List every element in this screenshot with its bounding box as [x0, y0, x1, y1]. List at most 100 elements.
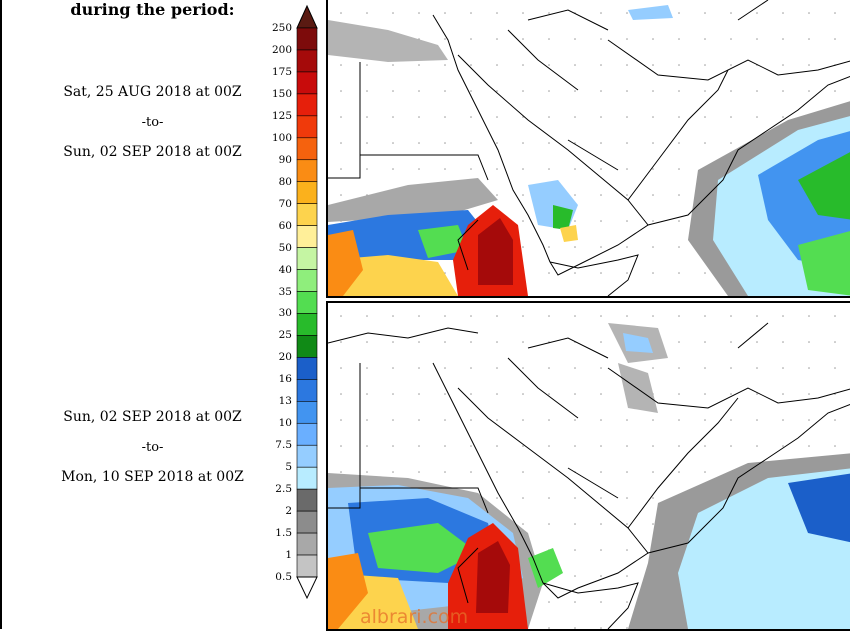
legend-colorbar [296, 4, 318, 600]
legend-swatch [296, 71, 318, 95]
rain-area-dark-red [476, 541, 510, 613]
legend-swatch [296, 181, 318, 204]
country-border [507, 29, 579, 91]
legend-tick-label: 0.5 [275, 571, 292, 583]
rain-area-orange [328, 230, 363, 296]
precipitation-color-legend: 250 200 175 150 125 100 90 80 70 60 50 40 35 30 25 20 16… [272, 0, 330, 629]
legend-swatch [296, 159, 318, 183]
legend-tick-label: 80 [278, 175, 292, 188]
legend-tick-label: 100 [271, 131, 292, 144]
legend-tick-label: 2 [285, 505, 292, 518]
left-border [0, 0, 2, 629]
legend-swatch [296, 49, 318, 73]
country-border [527, 9, 609, 31]
legend-min-arrow [296, 576, 318, 600]
legend-swatch [296, 401, 318, 424]
legend-swatch [296, 335, 318, 358]
rain-area-blue [788, 473, 850, 543]
legend-swatch [296, 554, 318, 578]
country-border [527, 337, 609, 359]
rain-area-green [798, 231, 850, 296]
rain-area-light-blue [623, 333, 653, 353]
legend-max-arrow [296, 4, 318, 29]
legend-swatch [296, 93, 318, 117]
legend-swatch [296, 313, 318, 336]
legend-swatch [296, 115, 318, 139]
legend-tick-label: 20 [278, 351, 292, 364]
legend-tick-label: 1.5 [275, 527, 292, 540]
country-border [360, 154, 489, 181]
legend-swatch [296, 379, 318, 402]
legend-swatch [296, 466, 318, 490]
legend-tick-label: 35 [278, 285, 292, 298]
country-border [457, 219, 479, 271]
legend-tick-label: 1 [285, 549, 292, 562]
legend-tick-label: 2.5 [275, 483, 292, 496]
legend-tick-label: 40 [278, 263, 292, 276]
legend-tick-label: 5 [285, 461, 292, 474]
country-border [737, 0, 769, 21]
legend-tick-label: 50 [278, 241, 292, 254]
legend-swatch [296, 203, 318, 226]
legend-tick-label: 175 [271, 65, 292, 78]
legend-swatch [296, 137, 318, 161]
coastline [627, 397, 739, 529]
legend-tick-label: 25 [278, 329, 292, 342]
country-border [567, 467, 619, 499]
rain-area-light-blue [628, 5, 673, 20]
legend-tick-label: 60 [278, 219, 292, 232]
legend-tick-label: 200 [271, 43, 292, 56]
rain-area-green [368, 523, 478, 573]
light-rain-area [618, 363, 658, 413]
country-border [607, 39, 850, 81]
legend-swatch [296, 510, 318, 534]
country-border [567, 139, 619, 171]
period-heading: during the period: [70, 0, 235, 19]
legend-swatch [296, 532, 318, 556]
legend-swatch [296, 291, 318, 314]
light-rain-area [328, 20, 448, 62]
period2-end-date: Mon, 10 SEP 2018 at 00Z [61, 469, 244, 485]
period1-start-date: Sat, 25 AUG 2018 at 00Z [63, 84, 242, 100]
coastline [627, 69, 729, 201]
rain-area-green [553, 205, 573, 230]
coastline [549, 254, 639, 296]
legend-tick-label: 70 [278, 197, 292, 210]
rain-area-dark-red [478, 218, 513, 285]
rain-area-orange [328, 553, 368, 629]
legend-tick-label: 10 [278, 417, 292, 430]
country-border [360, 487, 489, 514]
legend-swatch [296, 225, 318, 248]
coastline [328, 327, 479, 344]
precipitation-map-period2 [326, 301, 850, 631]
legend-tick-label: 30 [278, 307, 292, 320]
legend-swatch [296, 488, 318, 512]
period1-to-label: -to- [141, 115, 164, 130]
legend-tick-label: 7.5 [275, 439, 292, 452]
legend-swatch [296, 247, 318, 270]
legend-tick-label: 125 [271, 109, 292, 122]
period2-start-date: Sun, 02 SEP 2018 at 00Z [63, 409, 242, 425]
legend-swatch [296, 269, 318, 292]
legend-swatch [296, 422, 318, 446]
coastline [432, 14, 551, 263]
country-border [507, 357, 579, 419]
precipitation-map-period1 [326, 0, 850, 298]
coastline [542, 582, 639, 629]
country-border [737, 322, 769, 349]
legend-swatch [296, 444, 318, 468]
country-border [328, 363, 361, 509]
legend-tick-label: 150 [271, 87, 292, 100]
rain-area-green [418, 225, 468, 258]
country-border [607, 367, 850, 409]
legend-swatch [296, 357, 318, 380]
legend-tick-label: 250 [271, 22, 292, 34]
country-border [328, 62, 361, 179]
watermark-text: albrari.com [360, 606, 469, 628]
country-border [457, 547, 479, 604]
period1-end-date: Sun, 02 SEP 2018 at 00Z [63, 144, 242, 160]
legend-swatch [296, 27, 318, 51]
rain-area-green [798, 152, 850, 220]
coastline [647, 404, 850, 554]
period2-to-label: -to- [141, 440, 164, 455]
